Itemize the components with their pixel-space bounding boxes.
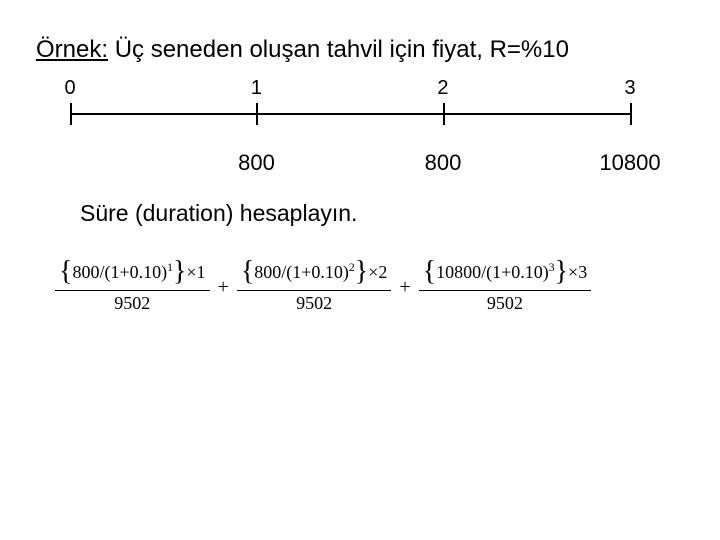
fraction: {800/(1+0.10)2}×2 9502 (237, 260, 392, 315)
timeline-axis (70, 113, 630, 115)
timeline-cash: 800 (238, 150, 275, 176)
slide-title: Örnek: Üç seneden oluşan tahvil için fiy… (36, 36, 569, 64)
timeline-label: 2 (437, 77, 448, 100)
formula-term: {800/(1+0.10)2}×2 9502 (237, 260, 392, 315)
num-mult: ×3 (568, 262, 587, 282)
fraction: {800/(1+0.10)1}×1 9502 (55, 260, 210, 315)
timeline-tick (630, 103, 632, 125)
numerator: {10800/(1+0.10)3}×3 (419, 260, 592, 291)
title-rest: Üç seneden oluşan tahvil için fiyat, R=%… (108, 36, 569, 63)
num-text: 800/(1+0.10) (254, 262, 349, 282)
denominator: 9502 (237, 291, 392, 315)
formula-term: {800/(1+0.10)1}×1 9502 (55, 260, 210, 315)
num-mult: ×1 (186, 262, 205, 282)
slide: Örnek: Üç seneden oluşan tahvil için fiy… (0, 0, 720, 540)
brace-icon: { (423, 258, 436, 286)
timeline-diagram: 0 1 800 2 800 3 10800 (70, 95, 630, 155)
timeline-tick (256, 103, 258, 125)
timeline-cash: 800 (425, 150, 462, 176)
plus-sign: + (210, 276, 237, 299)
numerator: {800/(1+0.10)1}×1 (55, 260, 210, 291)
timeline-cash: 10800 (599, 150, 660, 176)
title-prefix: Örnek: (36, 36, 108, 63)
formula-term: {10800/(1+0.10)3}×3 9502 (419, 260, 592, 315)
brace-icon: } (173, 258, 186, 286)
duration-formula: {800/(1+0.10)1}×1 9502 + {800/(1+0.10)2}… (55, 260, 665, 315)
subtitle-text: Süre (duration) hesaplayın. (80, 200, 357, 227)
fraction: {10800/(1+0.10)3}×3 9502 (419, 260, 592, 315)
brace-icon: } (555, 258, 568, 286)
brace-icon: { (59, 258, 72, 286)
timeline-tick (443, 103, 445, 125)
brace-icon: } (355, 258, 368, 286)
timeline-label: 3 (624, 77, 635, 100)
num-mult: ×2 (368, 262, 387, 282)
brace-icon: { (241, 258, 254, 286)
timeline-label: 1 (251, 77, 262, 100)
timeline-tick (70, 103, 72, 125)
numerator: {800/(1+0.10)2}×2 (237, 260, 392, 291)
plus-sign: + (391, 276, 418, 299)
timeline-label: 0 (64, 77, 75, 100)
num-text: 10800/(1+0.10) (436, 262, 549, 282)
denominator: 9502 (419, 291, 592, 315)
num-text: 800/(1+0.10) (72, 262, 167, 282)
denominator: 9502 (55, 291, 210, 315)
